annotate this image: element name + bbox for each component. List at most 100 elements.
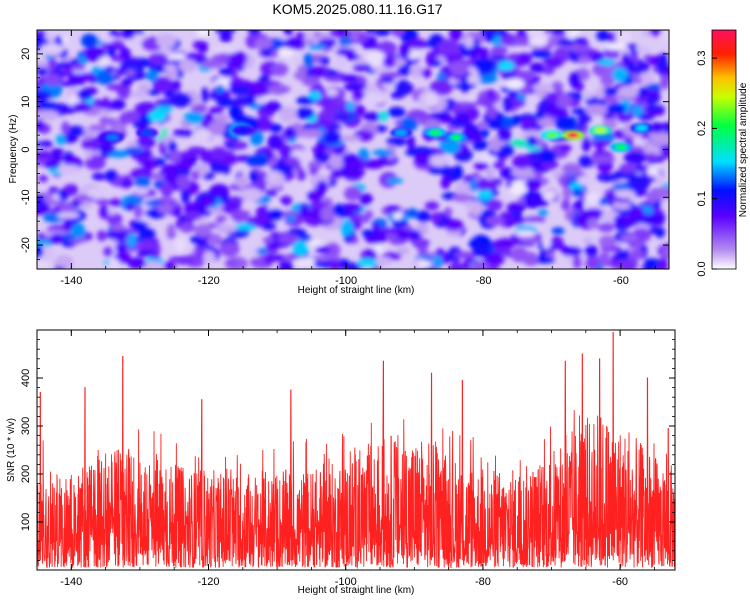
colorbar: 0.0 0.1 0.2 0.3 Normalized spectral amplitu… [696, 29, 749, 277]
heatmap-cell [409, 65, 424, 78]
heatmap-cell [233, 223, 256, 231]
heatmap-cell [315, 246, 332, 254]
heatmap-hotspot [594, 127, 607, 134]
snr-xtick-label: -60 [612, 576, 628, 588]
heatmap-cell [127, 257, 146, 269]
heatmap-cell [417, 260, 432, 268]
heatmap-cell [167, 140, 177, 152]
heatmap-cell [489, 136, 501, 153]
heatmap-cell [522, 215, 546, 224]
heatmap-cell [502, 212, 514, 221]
heatmap-cell [131, 220, 148, 233]
heatmap-cell [660, 144, 669, 157]
heatmap-xtick-label: -120 [198, 275, 220, 287]
heatmap-cell [99, 108, 111, 116]
heatmap-cell [95, 70, 115, 85]
heatmap-cell [227, 196, 247, 203]
heatmap-cell [255, 247, 269, 255]
heatmap-cell [584, 244, 598, 259]
heatmap-cell [163, 261, 176, 269]
heatmap-cell [585, 255, 599, 269]
heatmap-cell [328, 259, 342, 269]
heatmap-cell [67, 129, 85, 137]
heatmap-cell [662, 246, 669, 258]
heatmap-cell [638, 87, 648, 100]
snr-xtick-label: -140 [60, 576, 82, 588]
heatmap-cell [492, 160, 506, 170]
heatmap-cell [320, 206, 334, 222]
heatmap-hotspot [106, 134, 119, 141]
heatmap-cell [219, 242, 240, 257]
heatmap-cell [101, 117, 119, 126]
heatmap-cell [268, 170, 279, 184]
heatmap-cell [176, 174, 191, 190]
heatmap-cell [485, 167, 495, 180]
heatmap-cell [473, 234, 483, 242]
heatmap-cell [329, 155, 344, 170]
heatmap-cell [201, 196, 213, 209]
heatmap-cell [313, 255, 332, 262]
heatmap-cell [37, 68, 47, 77]
heatmap-cell [352, 90, 365, 100]
heatmap-cell [343, 82, 367, 92]
heatmap-cell [364, 92, 387, 105]
snr-xtick-label: -100 [335, 576, 357, 588]
heatmap-cell [641, 153, 660, 162]
heatmap-cell [379, 77, 395, 84]
heatmap-cell [526, 135, 538, 147]
heatmap-cell [108, 258, 121, 269]
heatmap-cell [644, 105, 666, 112]
heatmap-cell [629, 206, 645, 221]
heatmap-cell [603, 42, 627, 51]
heatmap-cell [308, 43, 327, 50]
heatmap-cell [350, 236, 359, 244]
heatmap-cell [578, 155, 593, 168]
heatmap-cell [101, 43, 126, 50]
heatmap-cell [197, 43, 208, 54]
heatmap-cell [146, 70, 159, 82]
heatmap-cell [535, 111, 545, 120]
heatmap-cell [61, 121, 70, 135]
heatmap-cell [449, 30, 463, 41]
heatmap-cell [119, 47, 131, 60]
heatmap-cell [277, 48, 295, 58]
heatmap-cell [282, 254, 297, 262]
heatmap-cell [344, 262, 361, 269]
heatmap-cell [476, 178, 491, 191]
heatmap-cell [303, 53, 314, 68]
heatmap-cell [373, 30, 391, 37]
heatmap-cell [316, 180, 328, 194]
heatmap-cell [230, 84, 252, 96]
heatmap-cell [325, 242, 341, 258]
heatmap-cell [555, 93, 572, 109]
heatmap-cell [184, 211, 203, 221]
heatmap-cell [478, 155, 498, 163]
heatmap-cell [326, 88, 338, 97]
heatmap-cell [196, 30, 210, 38]
snr-xtick-label: -80 [475, 576, 491, 588]
heatmap-cell [444, 219, 464, 232]
snr-xlabel: Height of straight line (km) [298, 585, 415, 596]
heatmap-cell [168, 52, 187, 61]
heatmap-cell [232, 140, 246, 150]
heatmap-cell [511, 179, 528, 189]
heatmap-cell [637, 114, 655, 121]
heatmap-cell [515, 230, 536, 237]
heatmap-cell [613, 259, 634, 269]
colorbar-tick-label: 0.1 [696, 191, 708, 206]
heatmap-cell [178, 59, 198, 73]
heatmap-cell [163, 64, 177, 71]
heatmap-cell [511, 70, 536, 82]
heatmap-cell [581, 136, 591, 153]
heatmap-cell [37, 244, 44, 259]
heatmap-cell [653, 186, 669, 199]
heatmap-cell [623, 151, 647, 164]
heatmap-cell [387, 106, 406, 118]
heatmap-hotspot [635, 124, 648, 131]
heatmap-cell [134, 176, 151, 189]
heatmap-cell [407, 38, 427, 50]
snr-axes: -140 -120 -100 -80 -60 100 200 300 400 [20, 329, 675, 588]
heatmap-hotspot [395, 129, 408, 136]
